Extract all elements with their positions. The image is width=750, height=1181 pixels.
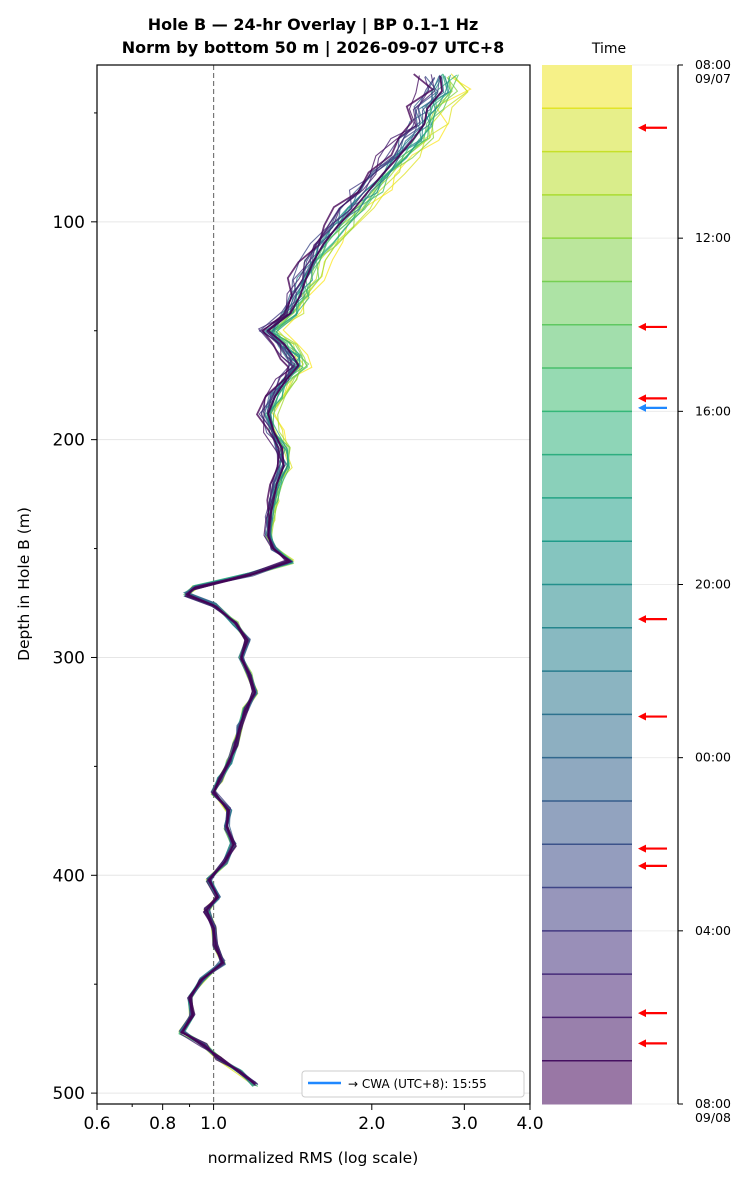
cwa-arrow-head <box>638 403 646 412</box>
event-arrow-head <box>638 123 646 132</box>
profile-line <box>181 77 443 1084</box>
x-tick-label: 4.0 <box>516 1114 543 1134</box>
colorbar-segment <box>542 541 632 585</box>
colorbar-segment <box>542 671 632 715</box>
profile-line <box>181 75 420 1085</box>
profile-line <box>181 73 435 1084</box>
colorbar-segment <box>542 411 632 456</box>
x-tick-label: 0.6 <box>83 1114 110 1134</box>
colorbar-segment <box>542 1017 632 1062</box>
colorbar-segment <box>542 108 632 153</box>
x-tick-label: 1.0 <box>200 1114 227 1134</box>
colorbar-tick-label: 09/07 <box>695 71 731 86</box>
colorbar-segment <box>542 65 632 109</box>
colorbar-segment <box>542 454 632 499</box>
y-tick-label: 300 <box>53 648 85 668</box>
x-axis: 0.6 0.8 1.0 2.0 3.0 4.0 <box>83 1104 544 1134</box>
colorbar-segment <box>542 584 632 629</box>
colorbar-segment <box>542 151 632 196</box>
colorbar-tick-label: 20:00 <box>695 577 731 592</box>
legend: → CWA (UTC+8): 15:55 <box>301 1070 525 1098</box>
profile-line <box>179 74 443 1084</box>
y-tick-label: 400 <box>53 866 85 886</box>
colorbar-grid <box>632 64 678 1105</box>
colorbar-segment <box>542 324 632 369</box>
colorbar-tick-label: 09/08 <box>695 1110 731 1125</box>
colorbar-segment <box>542 1060 632 1105</box>
colorbar-segment <box>542 627 632 672</box>
colorbar-time-axis: 08:0009/0712:0016:0020:0000:0004:0008:00… <box>677 57 731 1125</box>
colorbar-segment <box>542 930 632 975</box>
x-axis-label: normalized RMS (log scale) <box>208 1149 419 1167</box>
y-tick-label: 500 <box>53 1084 85 1104</box>
event-arrow-head <box>638 712 646 721</box>
x-tick-label: 0.8 <box>149 1114 176 1134</box>
legend-label-cwa: → CWA (UTC+8): 15:55 <box>348 1077 487 1091</box>
event-arrow-head <box>638 1039 646 1048</box>
colorbar-segment <box>542 194 632 239</box>
colorbar-segment <box>542 800 632 845</box>
colorbar-segment <box>542 757 632 802</box>
colorbar-tick-label: 08:00 <box>695 57 731 72</box>
colorbar-segments <box>542 65 632 1105</box>
profile-line-latest <box>180 75 443 1086</box>
plot-area: 100 200 300 400 500 0.6 0.8 1.0 2.0 3.0 4.0 Depth… <box>15 64 544 1167</box>
colorbar-segment <box>542 281 632 326</box>
plot-frame <box>96 64 531 1105</box>
grid-lines <box>97 221 530 1094</box>
x-tick-label: 2.0 <box>358 1114 385 1134</box>
legend-box <box>301 1070 525 1098</box>
event-arrow-head <box>638 844 646 853</box>
event-arrow-head <box>638 322 646 331</box>
event-arrow-head <box>638 1009 646 1018</box>
colorbar-segment <box>542 974 632 1018</box>
colorbar-event-arrows <box>638 123 667 1048</box>
y-axis-label: Depth in Hole B (m) <box>15 507 33 661</box>
event-arrow-head <box>638 861 646 870</box>
y-tick-label: 200 <box>53 431 85 451</box>
colorbar-segment <box>542 844 632 889</box>
event-arrow-head <box>638 615 646 624</box>
colorbar-segment <box>542 368 632 412</box>
colorbar-segment <box>542 238 632 282</box>
colorbar-segment <box>542 887 632 932</box>
chart-title-line2: Norm by bottom 50 m | 2026-09-07 UTC+8 <box>122 38 505 58</box>
chart-title-line1: Hole B — 24-hr Overlay | BP 0.1–1 Hz <box>148 15 479 35</box>
colorbar-tick-label: 00:00 <box>695 750 731 765</box>
time-colorbar: 08:0009/0712:0016:0020:0000:0004:0008:00… <box>542 57 731 1125</box>
colorbar-tick-label: 08:00 <box>695 1096 731 1111</box>
event-arrow-head <box>638 394 646 403</box>
colorbar-tick-label: 12:00 <box>695 230 731 245</box>
colorbar-tick-label: 04:00 <box>695 923 731 938</box>
colorbar-segment <box>542 497 632 542</box>
profile-lines <box>178 73 472 1087</box>
colorbar-tick-label: 16:00 <box>695 403 731 418</box>
colorbar-segment <box>542 714 632 759</box>
y-axis: 100 200 300 400 500 <box>53 112 97 1104</box>
colorbar-title: Time <box>591 41 626 57</box>
x-tick-label: 3.0 <box>451 1114 478 1134</box>
y-tick-label: 100 <box>53 213 85 233</box>
